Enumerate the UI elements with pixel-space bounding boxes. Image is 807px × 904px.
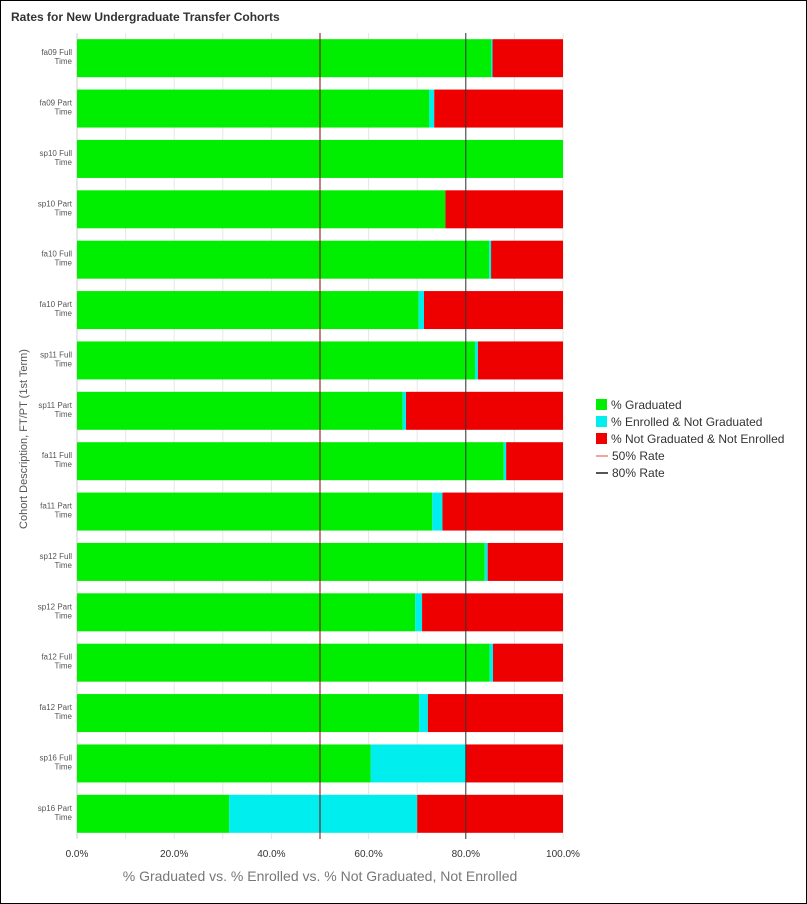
legend: % Graduated % Enrolled & Not Graduated % N…: [596, 396, 784, 481]
legend-swatch: [596, 433, 607, 444]
bar-segment-enrolled: [491, 39, 493, 78]
category-label: sp12 Full Time: [40, 552, 73, 570]
bar-segment-not-enrolled: [422, 593, 563, 632]
bar-segment-not-enrolled: [493, 643, 563, 682]
y-axis-title: Cohort Description, FT/PT (1st Term): [18, 349, 30, 529]
chart-title: Rates for New Undergraduate Transfer Coh…: [11, 10, 280, 24]
bar-segment-enrolled: [489, 643, 494, 682]
bar-segment-enrolled: [503, 442, 507, 481]
bar-segment-enrolled: [402, 391, 407, 430]
bar-segment-graduated: [77, 643, 490, 682]
bar-segment-graduated: [77, 190, 446, 229]
category-label: fa09 Full Time: [41, 48, 72, 66]
bar-segment-enrolled: [484, 542, 488, 581]
legend-label: % Enrolled & Not Graduated: [611, 414, 763, 429]
category-label: sp10 Full Time: [40, 149, 73, 167]
legend-item[interactable]: 80% Rate: [596, 464, 784, 481]
bar-segment-enrolled: [418, 291, 425, 330]
bar-segment-enrolled: [432, 492, 443, 531]
bar-segment-graduated: [77, 341, 476, 380]
bar-segment-enrolled: [229, 794, 418, 833]
bar-segment-graduated: [77, 291, 419, 330]
bar-segment-not-enrolled: [506, 442, 563, 481]
legend-label: % Not Graduated & Not Enrolled: [611, 431, 785, 446]
bar-segment-enrolled: [419, 694, 428, 733]
bar-segment-not-enrolled: [492, 39, 563, 78]
bar-segment-graduated: [77, 391, 403, 430]
bar-segment-graduated: [77, 694, 420, 733]
bar-segment-not-enrolled: [442, 492, 563, 531]
category-labels: fa09 Full Time fa09 Part Time sp10 Full Time s…: [38, 48, 73, 822]
legend-swatch: [596, 399, 607, 410]
bar-segment-not-enrolled: [427, 694, 563, 733]
bar-segment-graduated: [77, 442, 504, 481]
category-label: sp11 Part Time: [38, 401, 72, 419]
bar-segment-graduated: [77, 240, 490, 279]
bar-segment-not-enrolled: [465, 744, 563, 783]
category-label: sp11 Full Time: [40, 350, 72, 368]
category-label: fa10 Full Time: [41, 250, 72, 268]
legend-label: 80% Rate: [612, 465, 665, 480]
legend-label: % Graduated: [611, 397, 682, 412]
bar-segment-not-enrolled: [406, 391, 563, 430]
category-label: fa11 Full Time: [42, 451, 73, 469]
legend-item[interactable]: % Not Graduated & Not Enrolled: [596, 430, 784, 447]
x-tick-label: 0.0%: [66, 849, 89, 860]
legend-line-swatch: [596, 454, 608, 457]
bar-segment-not-enrolled: [445, 190, 563, 229]
bar-segment-enrolled: [475, 341, 478, 380]
x-tick-label: 20.0%: [160, 849, 188, 860]
bar-segment-not-enrolled: [487, 542, 563, 581]
x-axis-title: % Graduated vs. % Enrolled vs. % Not Gra…: [123, 868, 518, 884]
bar-segment-graduated: [77, 542, 485, 581]
bar-segment-not-enrolled: [424, 291, 563, 330]
bar-segment-graduated: [77, 89, 430, 128]
bar-segment-not-enrolled: [434, 89, 563, 128]
bar-segment-enrolled: [415, 593, 423, 632]
x-tick-label: 80.0%: [452, 849, 480, 860]
x-tick-label: 40.0%: [257, 849, 285, 860]
category-label: sp16 Part Time: [38, 804, 73, 822]
category-label: fa12 Full Time: [41, 653, 72, 671]
category-label: fa10 Part Time: [40, 300, 73, 318]
category-label: fa12 Part Time: [40, 703, 73, 721]
x-tick-label: 100.0%: [546, 849, 580, 860]
reference-lines: [319, 33, 467, 839]
bar-segment-graduated: [77, 593, 416, 632]
bar-segment-graduated: [77, 794, 230, 833]
category-label: sp16 Full Time: [40, 753, 73, 771]
legend-swatch: [596, 416, 607, 427]
legend-item[interactable]: % Graduated: [596, 396, 784, 413]
bar-segment-not-enrolled: [491, 240, 563, 279]
bars: [77, 39, 563, 833]
category-label: fa11 Part Time: [40, 502, 73, 520]
bar-segment-not-enrolled: [417, 794, 563, 833]
bar-segment-graduated: [77, 492, 433, 531]
bar-segment-enrolled: [429, 89, 435, 128]
category-label: sp10 Part Time: [38, 199, 73, 217]
bar-segment-graduated: [77, 39, 492, 78]
category-label: sp12 Part Time: [38, 602, 73, 620]
bar-segment-enrolled: [489, 240, 492, 279]
bar-segment-enrolled: [370, 744, 466, 783]
x-tick-labels: 0.0% 20.0% 40.0% 60.0% 80.0% 100.0%: [66, 849, 580, 860]
x-tick-label: 60.0%: [354, 849, 382, 860]
legend-item[interactable]: 50% Rate: [596, 447, 784, 464]
bar-segment-graduated: [77, 744, 371, 783]
bar-segment-not-enrolled: [477, 341, 563, 380]
category-label: fa09 Part Time: [40, 99, 73, 117]
legend-label: 50% Rate: [612, 448, 665, 463]
legend-line-swatch: [596, 471, 608, 474]
legend-item[interactable]: % Enrolled & Not Graduated: [596, 413, 784, 430]
